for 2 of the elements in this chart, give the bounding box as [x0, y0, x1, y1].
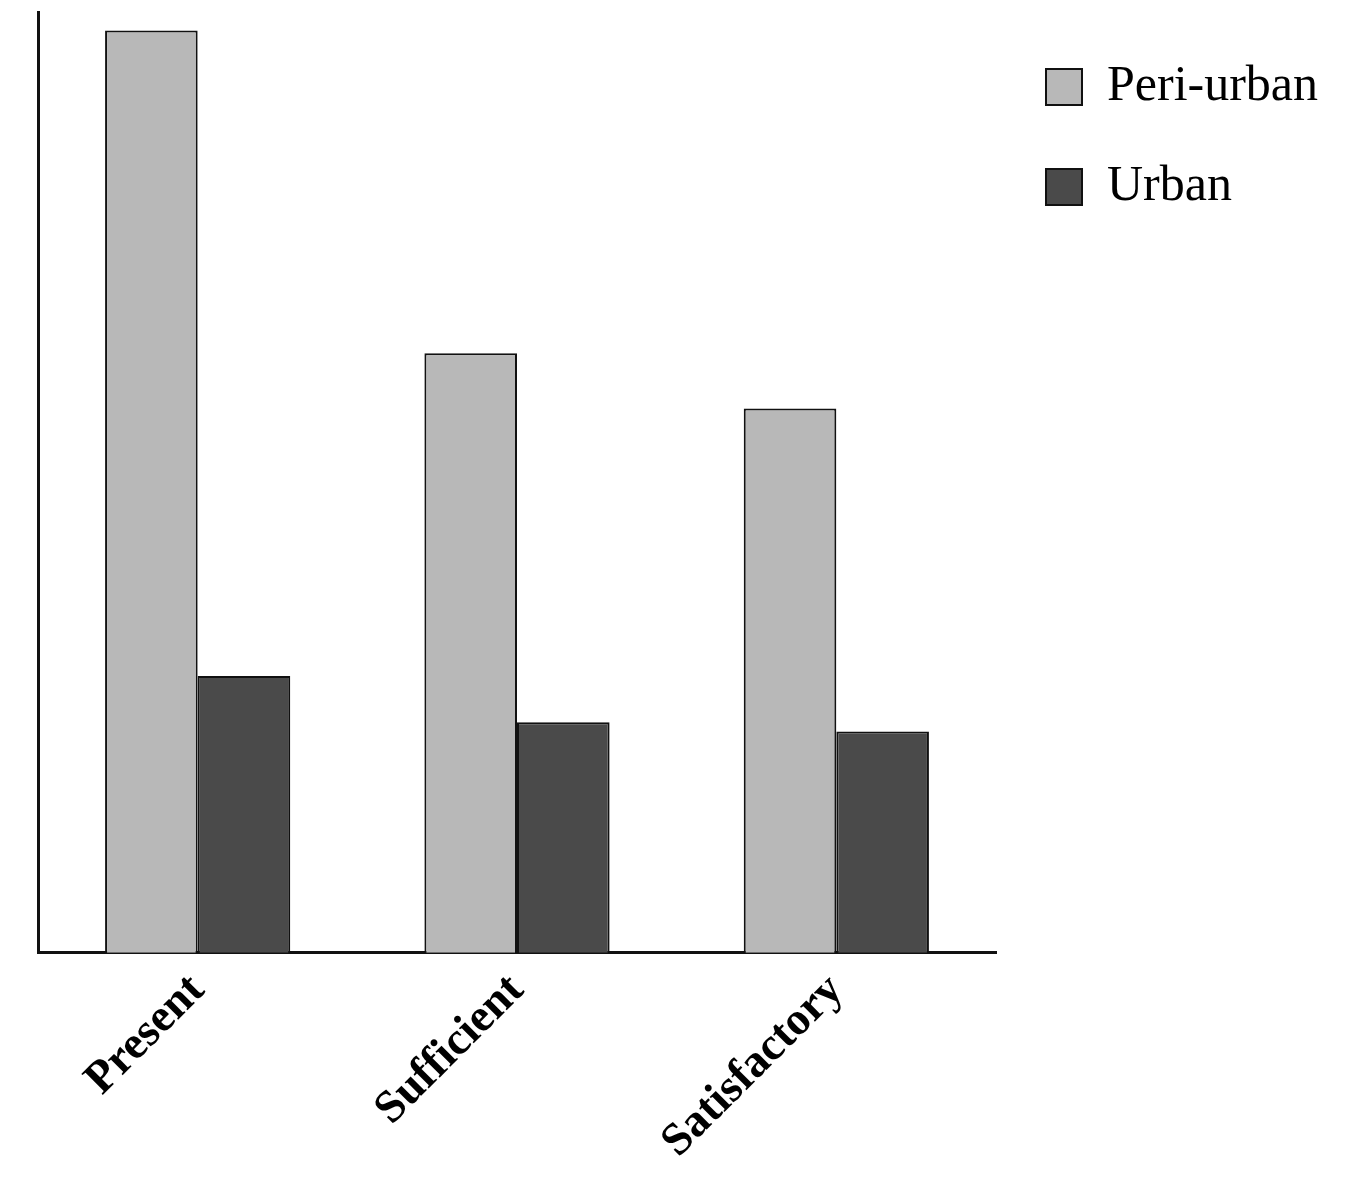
legend-label: Peri-urban	[1107, 55, 1319, 112]
legend-label: Urban	[1107, 155, 1232, 212]
